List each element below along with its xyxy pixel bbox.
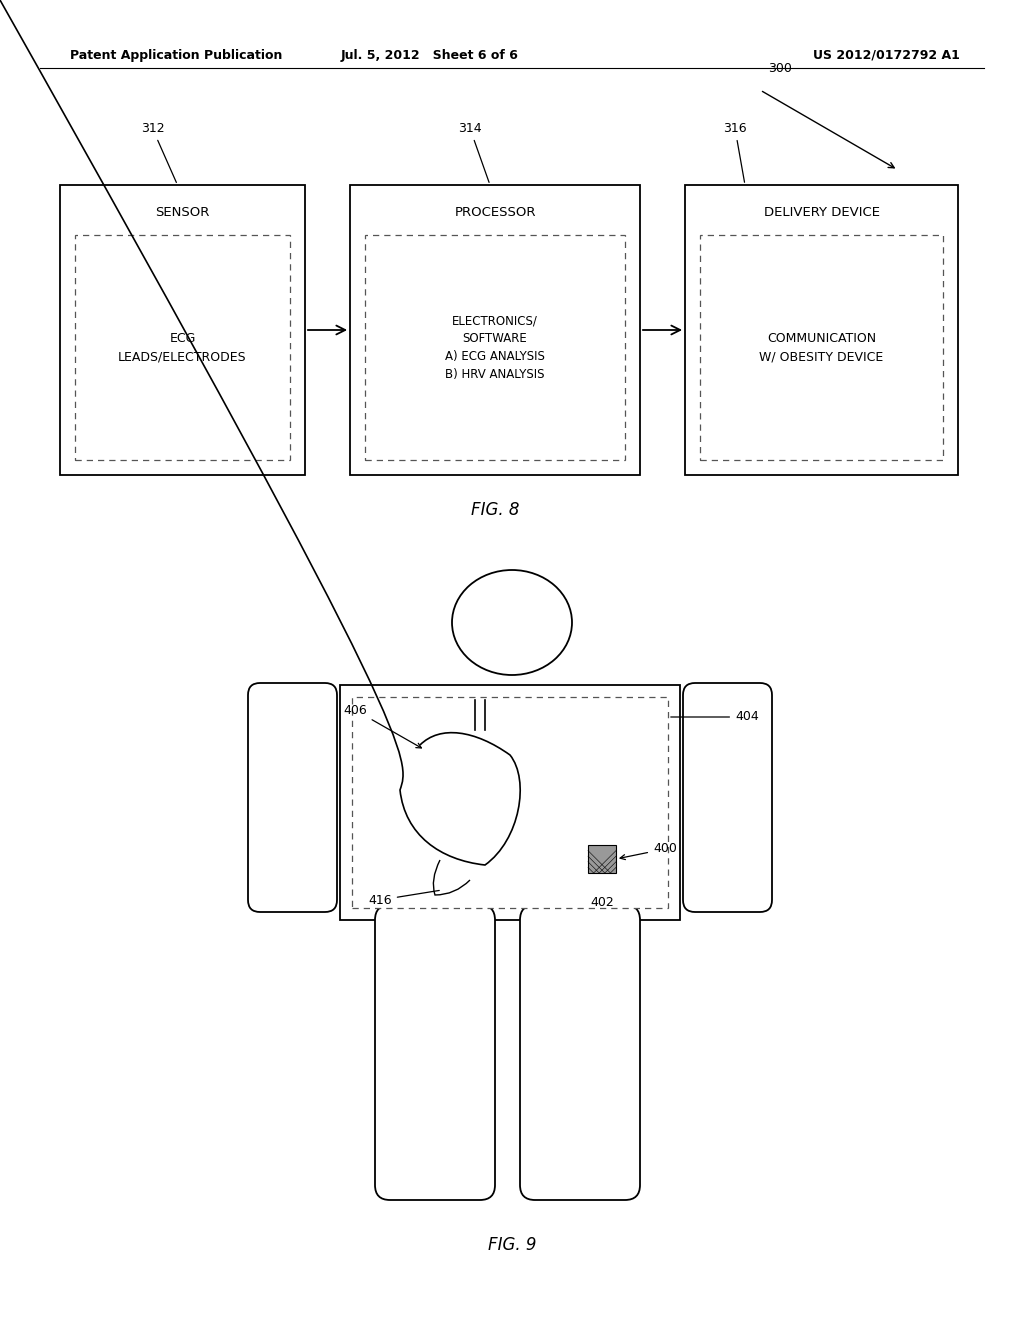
Bar [588, 845, 616, 873]
Text: PROCESSOR: PROCESSOR [455, 206, 536, 219]
Text: 314: 314 [458, 121, 489, 182]
Text: US 2012/0172792 A1: US 2012/0172792 A1 [813, 49, 961, 62]
Text: 416: 416 [369, 891, 439, 907]
Ellipse shape [452, 570, 572, 675]
Bar [352, 697, 668, 908]
Text: 404: 404 [671, 710, 759, 723]
Text: SENSOR: SENSOR [156, 206, 210, 219]
Text: DELIVERY DEVICE: DELIVERY DEVICE [764, 206, 880, 219]
Bar [350, 185, 640, 475]
Text: FIG. 9: FIG. 9 [487, 1236, 537, 1254]
Bar [700, 235, 943, 459]
Bar [365, 235, 625, 459]
Text: 300: 300 [768, 62, 792, 75]
Text: 316: 316 [723, 121, 746, 182]
Bar [75, 235, 290, 459]
Bar [685, 185, 958, 475]
Text: 400: 400 [621, 842, 677, 859]
Text: FIG. 8: FIG. 8 [471, 502, 519, 519]
FancyBboxPatch shape [340, 685, 680, 920]
FancyBboxPatch shape [683, 682, 772, 912]
Bar [60, 185, 305, 475]
Text: ECG
LEADS/ELECTRODES: ECG LEADS/ELECTRODES [118, 333, 247, 363]
Text: 406: 406 [343, 704, 421, 748]
Text: ELECTRONICS/
SOFTWARE
A) ECG ANALYSIS
B) HRV ANALYSIS: ELECTRONICS/ SOFTWARE A) ECG ANALYSIS B)… [445, 314, 545, 381]
Text: Patent Application Publication: Patent Application Publication [70, 49, 283, 62]
Text: 402: 402 [590, 896, 613, 909]
FancyBboxPatch shape [248, 682, 337, 912]
FancyBboxPatch shape [375, 906, 495, 1200]
Text: COMMUNICATION
W/ OBESITY DEVICE: COMMUNICATION W/ OBESITY DEVICE [760, 333, 884, 363]
FancyBboxPatch shape [520, 906, 640, 1200]
Text: Jul. 5, 2012   Sheet 6 of 6: Jul. 5, 2012 Sheet 6 of 6 [341, 49, 519, 62]
Text: 312: 312 [140, 121, 176, 182]
